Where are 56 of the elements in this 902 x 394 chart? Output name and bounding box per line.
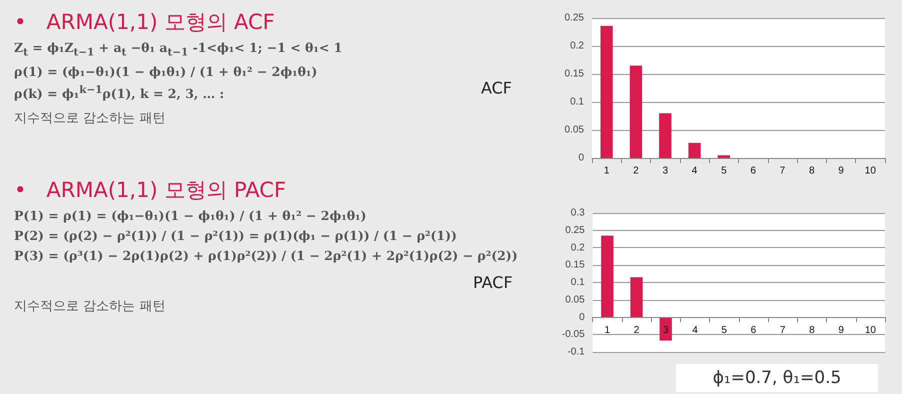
- x-tick-label: 4: [692, 324, 698, 336]
- text: 지수적으로 감소하는 패턴: [14, 298, 166, 315]
- text: P(2) = (ρ(2) − ρ²(1)) / (1 − ρ²(1)) = ρ(1)(ϕ₁ − ρ(1)) / (1 − ρ²(1)): [14, 228, 458, 243]
- x-tick-label: 4: [692, 166, 698, 176]
- text: • ARMA(1,1) 모형의 PACF: [14, 178, 286, 202]
- x-tick-label: 3: [662, 166, 668, 176]
- text: ϕ₁=0.7, θ₁=0.5: [676, 364, 878, 392]
- y-tick-label: 0.1: [570, 277, 586, 288]
- bar: [660, 317, 672, 341]
- y-tick-label: -0.1: [567, 346, 586, 358]
- y-tick-label: 0.05: [565, 294, 586, 306]
- y-tick-label: 0.15: [565, 260, 586, 271]
- x-tick-label: 2: [633, 166, 640, 176]
- x-tick-label: 1: [604, 166, 610, 176]
- x-tick-label: 9: [838, 324, 844, 336]
- y-tick-label: 0.3: [570, 208, 586, 218]
- bar: [600, 26, 613, 158]
- bar: [718, 155, 730, 158]
- x-tick-label: 6: [750, 324, 757, 336]
- y-tick-label: 0.25: [564, 12, 584, 24]
- bar: [688, 142, 701, 158]
- x-tick-label: 7: [780, 324, 786, 336]
- y-axis-title: PACF: [472, 273, 513, 292]
- text: • ARMA(1,1) 모형의 ACF: [14, 10, 275, 34]
- x-tick-label: 2: [634, 324, 640, 336]
- x-tick-label: 1: [604, 324, 610, 336]
- x-tick-label: 8: [808, 166, 815, 176]
- y-tick-label: -0.05: [562, 329, 586, 340]
- text: Z$_{t}$ = ϕ₁Z$_{t−1}$ + a$_{t}$ −θ₁ a$_{t−1}$ -1<ϕ₁< 1; −1 < θ₁< 1: [14, 40, 342, 58]
- x-tick-label: 7: [780, 166, 786, 176]
- x-tick-label: 3: [662, 324, 669, 336]
- bar: [659, 113, 672, 158]
- y-tick-label: 0.1: [570, 96, 584, 108]
- y-tick-label: 0.2: [570, 40, 584, 52]
- text: ρ(k) = ϕ₁$^{k−1}$ρ(1), k = 2, 3, … :: [14, 84, 224, 101]
- x-tick-label: 5: [721, 166, 728, 176]
- text: ρ(1) = (ϕ₁−θ₁)(1 − ϕ₁θ₁) / (1 + θ₁² − 2ϕ₁θ₁): [14, 64, 318, 78]
- y-tick-label: 0.05: [564, 124, 584, 136]
- bar: [630, 66, 642, 158]
- y-axis-title: ACF: [480, 78, 512, 98]
- text: P(3) = (ρ³(1) − 2ρ(1)ρ(2) + ρ(1)ρ²(2)) / (1 − 2ρ²(1) + 2ρ²(1)ρ(2) − ρ²(2)): [14, 248, 519, 263]
- y-tick-label: 0.15: [564, 68, 584, 80]
- x-tick-label: 10: [864, 166, 876, 176]
- x-tick-label: 9: [838, 166, 844, 176]
- bar: [601, 236, 614, 318]
- x-tick-label: 8: [809, 324, 816, 336]
- y-tick-label: 0: [578, 152, 584, 164]
- x-tick-label: 10: [864, 324, 876, 336]
- y-tick-label: 0.2: [570, 242, 586, 254]
- text: 지수적으로 감소하는 패턴: [14, 110, 166, 127]
- bar: [630, 277, 643, 318]
- text: P(1) = ρ(1) = (ϕ₁−θ₁)(1 − ϕ₁θ₁) / (1 + θ₁² − 2ϕ₁θ₁): [14, 208, 368, 223]
- y-tick-label: 0: [579, 312, 586, 323]
- x-tick-label: 6: [750, 166, 756, 176]
- y-tick-label: 0.25: [565, 224, 586, 236]
- x-tick-label: 5: [721, 324, 728, 336]
